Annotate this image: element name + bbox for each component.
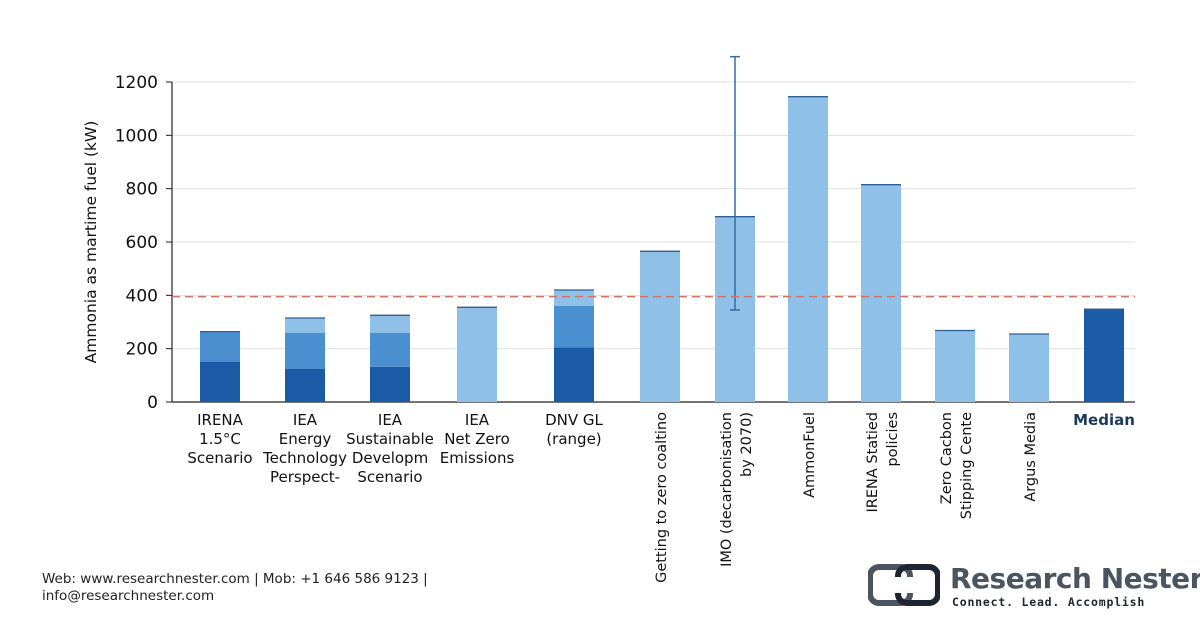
bar-segment xyxy=(370,366,410,402)
bar-segment xyxy=(200,331,240,362)
x-tick-label: by 2070) xyxy=(739,412,755,477)
x-tick-label: Stipping Cente xyxy=(959,412,975,519)
bar-segment xyxy=(554,347,594,402)
research-nester-logo-icon xyxy=(868,564,940,606)
x-tick-label: Technology xyxy=(262,449,347,467)
x-tick-label: 1.5°C xyxy=(199,430,241,448)
footer-email: info@researchnester.com xyxy=(42,588,215,604)
bar-segment xyxy=(788,96,828,403)
x-tick-label: Scenario xyxy=(357,468,422,486)
x-tick-label: Perspect- xyxy=(270,468,340,486)
logo-tagline: Connect. Lead. Accomplish xyxy=(952,595,1146,609)
bar-segment xyxy=(640,251,680,402)
bar-segment xyxy=(554,290,594,306)
x-tick-label: Developm xyxy=(352,449,428,467)
bar-segment xyxy=(285,332,325,369)
x-tick-label: Sustainable xyxy=(346,430,434,448)
y-tick-label: 600 xyxy=(126,233,158,253)
x-tick-label: IEA xyxy=(293,411,318,429)
y-tick-label: 1000 xyxy=(115,126,158,146)
bar-segment xyxy=(370,315,410,333)
bar-segment xyxy=(457,307,497,402)
x-tick-label: IRENA Statied xyxy=(865,412,881,513)
logo-name: Research Nester xyxy=(950,562,1200,595)
bar-segment xyxy=(1084,309,1124,402)
x-tick-label: DNV GL xyxy=(545,411,603,429)
x-tick-label: Getting to zero coaltino xyxy=(654,412,670,583)
x-tick-label: Net Zero xyxy=(444,430,510,448)
y-axis-label: Ammonia as martime fuel (kW) xyxy=(82,121,100,364)
x-tick-label: Emissions xyxy=(440,449,515,467)
bar-segment xyxy=(285,318,325,333)
bar-segment xyxy=(861,184,901,402)
y-tick-label: 1200 xyxy=(115,73,158,93)
bar-segment xyxy=(285,368,325,402)
bar-segment xyxy=(1009,334,1049,402)
x-tick-label: IEA xyxy=(465,411,490,429)
research-nester-logo: Research Nester Connect. Lead. Accomplis… xyxy=(868,562,1200,612)
x-tick-label: policies xyxy=(885,412,901,467)
x-tick-label: Median xyxy=(1073,411,1135,429)
x-tick-label: IRENA xyxy=(197,411,244,429)
x-tick-label: Energy xyxy=(279,430,332,448)
bar-segment xyxy=(200,362,240,402)
x-tick-label: Zero Cacbon xyxy=(939,412,955,504)
x-tick-label: (range) xyxy=(546,430,601,448)
x-tick-label: AmmonFuel xyxy=(802,412,818,498)
x-tick-label: Argus Media xyxy=(1023,412,1039,502)
y-tick-label: 400 xyxy=(126,286,158,306)
contact-footer: Web: www.researchnester.com | Mob: +1 64… xyxy=(42,571,428,605)
y-tick-label: 800 xyxy=(126,180,158,200)
x-tick-label: Scenario xyxy=(187,449,252,467)
bar-segment xyxy=(554,306,594,348)
bar-segment xyxy=(370,332,410,367)
footer-web-phone: Web: www.researchnester.com | Mob: +1 64… xyxy=(42,571,428,587)
x-tick-label: IEA xyxy=(378,411,403,429)
y-tick-label: 0 xyxy=(147,393,158,413)
y-tick-label: 200 xyxy=(126,340,158,360)
x-tick-label: IMO (decarbonisation xyxy=(719,412,735,567)
bar-segment xyxy=(935,330,975,402)
